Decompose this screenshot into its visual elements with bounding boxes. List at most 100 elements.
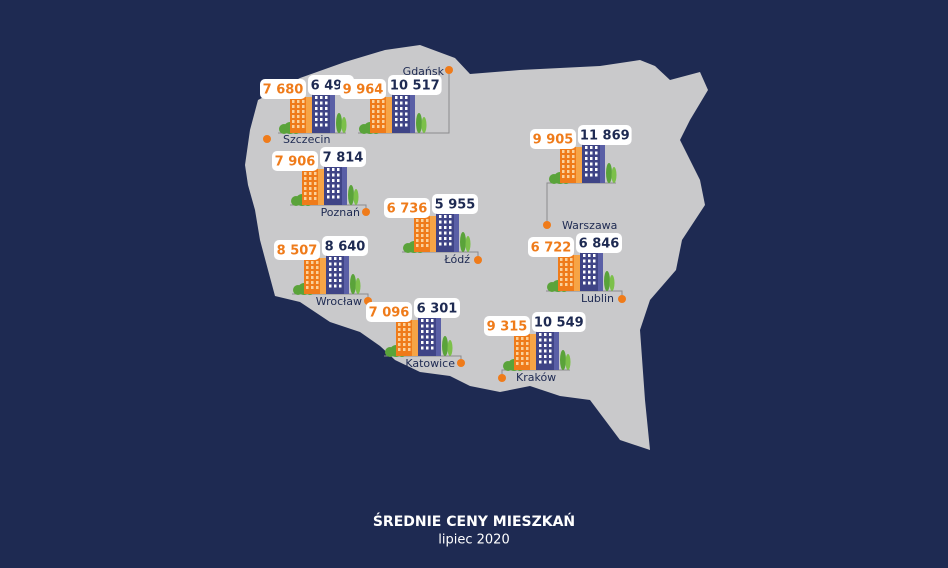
window (567, 160, 570, 163)
building-orange-side (576, 147, 582, 183)
window (316, 276, 319, 279)
window (544, 338, 547, 342)
window (590, 162, 593, 166)
window (329, 257, 332, 260)
building-navy-side (436, 316, 441, 356)
window (595, 173, 598, 177)
window (377, 100, 380, 103)
price-orange: 6 736 (387, 202, 428, 217)
price-orange: 6 722 (531, 241, 572, 256)
window (329, 279, 332, 282)
window (315, 112, 318, 116)
price-orange-box (528, 237, 574, 257)
window (416, 229, 419, 232)
window (593, 265, 596, 268)
subtitle: lipiec 2020 (438, 533, 509, 548)
window (297, 120, 300, 123)
window (337, 168, 340, 171)
window (332, 179, 335, 182)
window (405, 112, 408, 116)
window (297, 100, 300, 103)
window (405, 123, 408, 127)
window (292, 120, 295, 123)
window (327, 173, 330, 177)
window (297, 125, 300, 128)
window (449, 237, 452, 240)
window (398, 343, 401, 346)
tree (604, 271, 610, 291)
building-orange-side (386, 97, 392, 133)
window (297, 115, 300, 118)
city-name: Katowice (405, 357, 455, 370)
window (320, 101, 323, 105)
window (306, 261, 309, 264)
window (562, 155, 565, 158)
window (320, 118, 323, 121)
window (431, 341, 434, 344)
window (403, 328, 406, 331)
window (549, 349, 552, 353)
window (311, 271, 314, 274)
window (309, 192, 312, 195)
price-navy: 5 955 (435, 198, 476, 213)
price-orange-box (260, 79, 306, 99)
city-marker: 8 507 8 640 Wrocław (274, 236, 372, 308)
window (560, 268, 563, 271)
window (549, 338, 552, 342)
tree (565, 354, 571, 370)
city-marker: 7 096 6 301 Katowice (366, 298, 465, 370)
price-navy-box (322, 236, 368, 256)
window (398, 348, 401, 351)
window (590, 173, 593, 177)
price-navy: 8 640 (325, 240, 366, 255)
window (329, 268, 332, 271)
window (309, 172, 312, 175)
window (516, 357, 519, 360)
window (521, 347, 524, 350)
window (403, 348, 406, 351)
window (583, 270, 586, 274)
window (395, 96, 398, 99)
window (314, 192, 317, 195)
window (421, 234, 424, 237)
city-dot (474, 256, 482, 264)
window (439, 231, 442, 235)
window (292, 110, 295, 113)
window (565, 258, 568, 261)
window (329, 262, 332, 266)
city-dot (498, 374, 506, 382)
window (297, 110, 300, 113)
window (444, 237, 447, 240)
window (585, 157, 588, 160)
window (426, 229, 429, 232)
window (405, 96, 408, 99)
window (311, 276, 314, 279)
window (408, 333, 411, 336)
window (416, 234, 419, 237)
window (439, 242, 442, 246)
window (377, 105, 380, 108)
window (306, 286, 309, 289)
window (292, 100, 295, 103)
window (314, 177, 317, 180)
window (585, 162, 588, 166)
tree (421, 117, 427, 133)
window (395, 112, 398, 116)
city-name: Warszawa (562, 219, 617, 232)
window (590, 146, 593, 149)
window (449, 215, 452, 218)
price-navy: 10 517 (390, 79, 440, 94)
title: ŚREDNIE CENY MIESZKAŃ (373, 512, 575, 530)
window (332, 168, 335, 171)
price-navy: 11 869 (580, 129, 630, 144)
connector (420, 70, 450, 134)
window (593, 281, 596, 285)
window (426, 319, 429, 322)
window (426, 346, 429, 350)
window (403, 343, 406, 346)
window (583, 265, 586, 268)
window (400, 118, 403, 121)
building-navy-side (342, 165, 347, 205)
window (521, 357, 524, 360)
window (304, 177, 307, 180)
